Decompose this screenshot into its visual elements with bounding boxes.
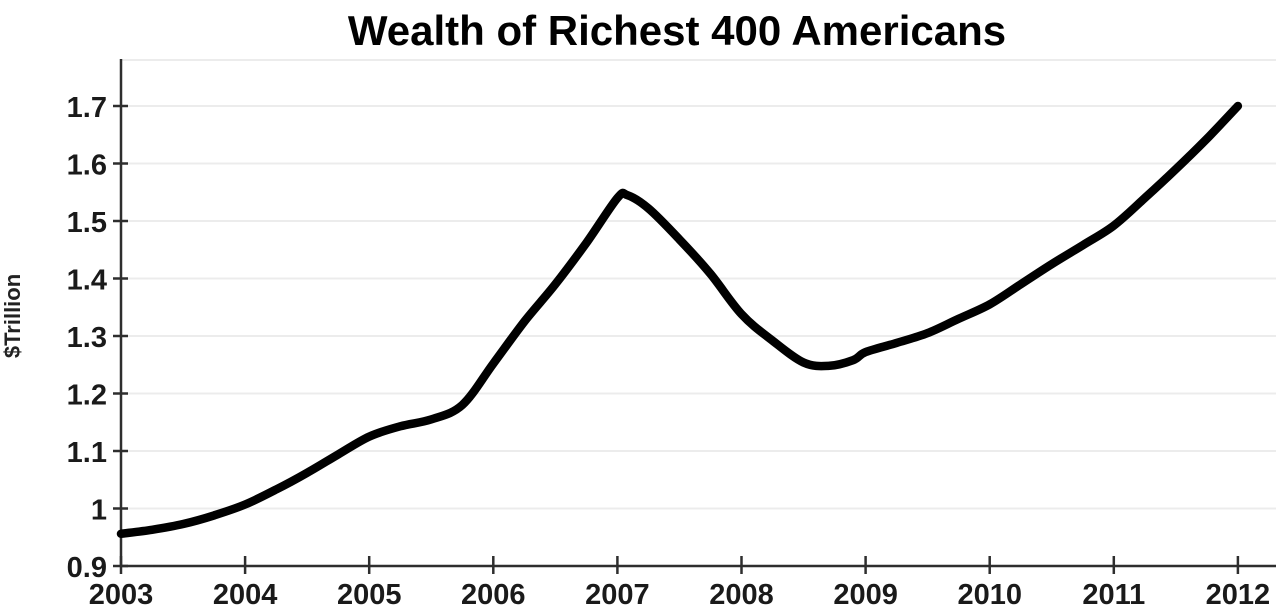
x-tick-label: 2010 [957, 579, 1022, 611]
y-tick-label: 1.4 [67, 265, 107, 297]
gridlines [121, 59, 1276, 510]
x-tick-label: 2006 [461, 579, 526, 611]
y-tick-label: 1.3 [67, 322, 107, 354]
y-tick-label: 1.5 [67, 207, 107, 239]
y-tick-label: 1 [91, 495, 107, 527]
x-tick-label: 2009 [833, 579, 898, 611]
y-tick-label: 1.7 [67, 92, 107, 124]
y-axis-title: $Trillion [0, 274, 25, 358]
wealth-line-series [116, 101, 1243, 539]
y-tick-label: 0.9 [67, 552, 107, 584]
x-axis: 2003 2004 2005 2006 2007 2008 2009 2010 2011 2012 [89, 556, 1276, 611]
chart-title: Wealth of Richest 400 Americans [348, 7, 1006, 54]
x-tick-label: 2012 [1206, 579, 1271, 611]
x-tick-label: 2008 [709, 579, 774, 611]
y-tick-label: 1.6 [67, 150, 107, 182]
y-tick-label: 1.2 [67, 380, 107, 412]
y-axis: 0.9 1 1.1 1.2 1.3 1.4 1.5 1.6 1.7 [67, 59, 128, 584]
y-tick-label: 1.1 [67, 437, 107, 469]
x-tick-label: 2007 [585, 579, 650, 611]
x-tick-label: 2005 [337, 579, 402, 611]
x-tick-label: 2011 [1082, 579, 1145, 611]
x-tick-label: 2004 [213, 579, 278, 611]
x-tick-label: 2003 [89, 579, 154, 611]
